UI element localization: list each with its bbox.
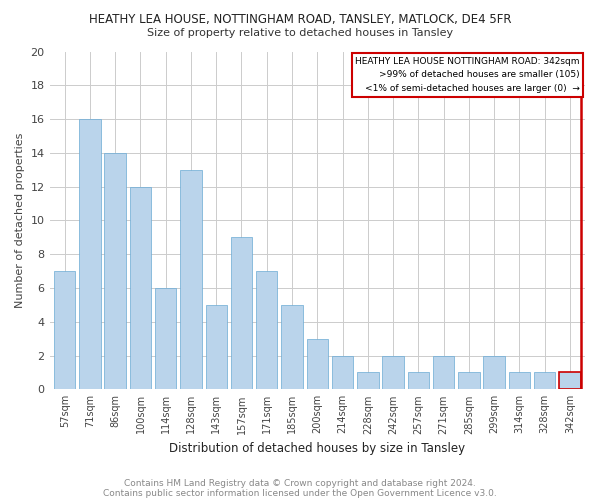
Bar [382, 356, 404, 390]
Text: Size of property relative to detached houses in Tansley: Size of property relative to detached ho… [147, 28, 453, 38]
Bar [332, 356, 353, 390]
Text: HEATHY LEA HOUSE NOTTINGHAM ROAD: 342sqm
>99% of detached houses are smaller (10: HEATHY LEA HOUSE NOTTINGHAM ROAD: 342sqm… [355, 56, 580, 94]
X-axis label: Distribution of detached houses by size in Tansley: Distribution of detached houses by size … [169, 442, 466, 455]
Bar [256, 271, 277, 390]
Bar [433, 356, 454, 390]
Text: HEATHY LEA HOUSE, NOTTINGHAM ROAD, TANSLEY, MATLOCK, DE4 5FR: HEATHY LEA HOUSE, NOTTINGHAM ROAD, TANSL… [89, 12, 511, 26]
Bar [155, 288, 176, 390]
Bar [180, 170, 202, 390]
Bar [458, 372, 479, 390]
Text: Contains public sector information licensed under the Open Government Licence v3: Contains public sector information licen… [103, 488, 497, 498]
Bar [231, 238, 252, 390]
Text: Contains HM Land Registry data © Crown copyright and database right 2024.: Contains HM Land Registry data © Crown c… [124, 478, 476, 488]
Bar [130, 186, 151, 390]
Bar [407, 372, 429, 390]
Bar [206, 305, 227, 390]
Bar [509, 372, 530, 390]
Bar [534, 372, 556, 390]
Bar [307, 338, 328, 390]
Bar [104, 153, 126, 390]
Bar [281, 305, 303, 390]
Bar [54, 271, 76, 390]
Y-axis label: Number of detached properties: Number of detached properties [15, 132, 25, 308]
Bar [484, 356, 505, 390]
Bar [357, 372, 379, 390]
Bar [559, 372, 581, 390]
Bar [79, 119, 101, 390]
